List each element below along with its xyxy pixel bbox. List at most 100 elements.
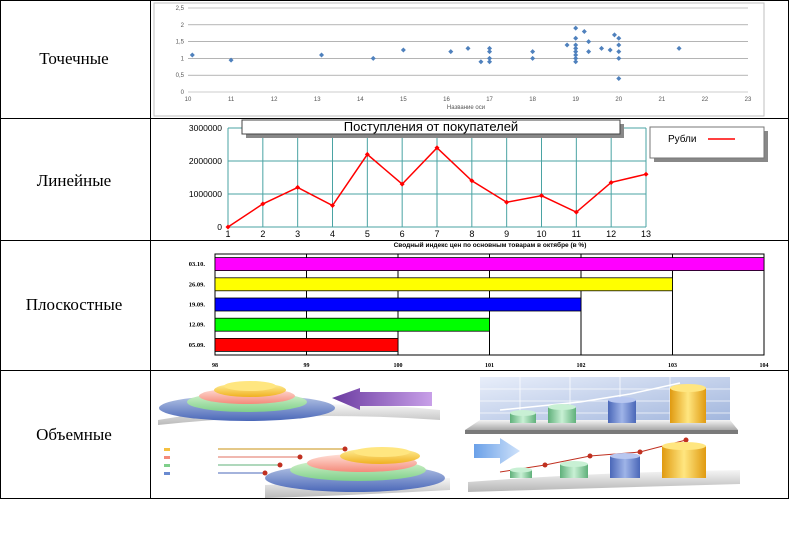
scatter-x-tick-label: 16 (443, 97, 450, 103)
scatter-point (487, 49, 493, 55)
scatter-point (607, 47, 613, 53)
scatter-point (564, 42, 570, 48)
line-x-tick-label: 8 (469, 229, 474, 239)
line-x-tick-label: 10 (536, 229, 546, 239)
line-x-tick-label: 4 (330, 229, 335, 239)
stacked-disks-bottom (164, 446, 450, 498)
scatter-x-ticks: 10 11 12 13 14 15 16 17 18 19 20 21 22 23 (185, 97, 752, 103)
scatter-x-tick-label: 23 (745, 97, 752, 103)
line-x-tick-label: 9 (504, 229, 509, 239)
line-markers (225, 145, 649, 230)
line-marker (330, 203, 335, 209)
scatter-point (573, 52, 579, 58)
scatter-y-tick-label: 0 (181, 90, 185, 96)
scatter-x-tick-label: 11 (228, 97, 235, 103)
line-marker (469, 178, 475, 184)
scatter-x-tick-label: 20 (615, 97, 622, 103)
scatter-point (586, 39, 592, 45)
line-x-tick-label: 5 (365, 229, 370, 239)
scatter-point (478, 59, 484, 65)
line-marker (225, 224, 231, 230)
line-marker (260, 201, 266, 207)
scatter-point (487, 59, 493, 65)
bar-x-tick-label: 104 (760, 363, 769, 369)
scatter-x-tick-label: 18 (529, 97, 536, 103)
scatter-point (487, 45, 493, 51)
scatter-point (530, 49, 536, 55)
row-label-3d: Объемные (36, 425, 112, 444)
scatter-x-tick-label: 15 (400, 97, 407, 103)
bar-category-label: 03.10. (189, 261, 206, 268)
scatter-point (676, 45, 682, 51)
row-label-line: Линейные (37, 171, 111, 190)
line-y-tick-label: 0 (217, 222, 222, 232)
scatter-x-axis-label: Название оси (447, 105, 485, 111)
scatter-point (370, 55, 376, 61)
line-x-ticks: 1 2 3 4 5 6 7 8 9 10 11 12 13 (225, 229, 651, 239)
coin-growth-illustration (468, 437, 740, 492)
bar-x-tick-label: 99 (304, 363, 310, 369)
bar-category-label: 12.09. (189, 322, 206, 329)
line-marker (434, 145, 440, 151)
scatter-y-tick-label: 0,5 (176, 73, 185, 79)
line-title-box (241, 119, 621, 135)
coin-columns-chart (465, 377, 738, 434)
scatter-point (573, 42, 579, 48)
scatter-x-tick-label: 17 (486, 97, 493, 103)
line-marker (504, 199, 510, 205)
scatter-point (586, 49, 592, 55)
line-x-tick-label: 2 (260, 229, 265, 239)
scatter-point (616, 49, 622, 55)
line-marker (539, 193, 544, 199)
bar-x-tick-label: 100 (394, 363, 403, 369)
scatter-y-ticks: 0 0,5 1 1,5 2 2,5 (176, 6, 185, 96)
scatter-y-tick-label: 2,5 (176, 6, 185, 12)
bar-category-labels: 03.10. 26.09. 19.09. 12.09. 05.09. (189, 261, 206, 349)
bar (214, 317, 490, 332)
scatter-gridlines (188, 7, 748, 93)
line-marker (295, 184, 301, 190)
scatter-frame (153, 2, 765, 117)
scatter-point (573, 45, 579, 51)
scatter-point (573, 35, 579, 41)
line-x-tick-label: 3 (295, 229, 300, 239)
row-label-scatter: Точечные (39, 49, 108, 68)
scatter-x-tick-label: 14 (357, 97, 364, 103)
line-y-tick-label: 1000000 (189, 189, 222, 199)
line-marker (608, 179, 614, 185)
scatter-y-tick-label: 2 (181, 23, 185, 29)
bar (214, 297, 582, 312)
scatter-x-tick-label: 12 (271, 97, 278, 103)
scatter-point (616, 55, 622, 61)
scatter-x-tick-label: 21 (659, 97, 666, 103)
scatter-point (616, 42, 622, 48)
scatter-point (616, 35, 622, 41)
scatter-y-tick-label: 1 (181, 56, 185, 62)
scatter-point (573, 55, 579, 61)
scatter-point (581, 29, 587, 35)
scatter-point (465, 45, 471, 51)
scatter-point (573, 25, 579, 31)
volumetric-illustrations (158, 377, 740, 498)
line-y-tick-label: 2000000 (189, 156, 222, 166)
scatter-point (487, 55, 493, 61)
bar (214, 277, 673, 292)
scatter-point (599, 45, 605, 51)
scatter-point (400, 47, 406, 53)
line-y-tick-label: 3000000 (189, 123, 222, 133)
scatter-x-tick-label: 13 (314, 97, 321, 103)
scatter-chart: 0 0,5 1 1,5 2 2,5 10 11 12 13 14 15 16 17 18 19 20 21 22 2… (153, 2, 765, 117)
line-x-tick-label: 6 (400, 229, 405, 239)
scatter-x-tick-label: 10 (185, 97, 192, 103)
scatter-point (616, 76, 622, 82)
scatter-point (228, 57, 234, 63)
line-marker (364, 151, 370, 157)
scatter-y-tick-label: 1,5 (176, 40, 185, 46)
stacked-disks-top (158, 381, 440, 425)
scatter-points (189, 25, 682, 82)
line-marker (573, 209, 579, 215)
line-x-tick-label: 12 (606, 229, 616, 239)
scatter-point (319, 52, 325, 58)
scatter-point (611, 32, 617, 38)
